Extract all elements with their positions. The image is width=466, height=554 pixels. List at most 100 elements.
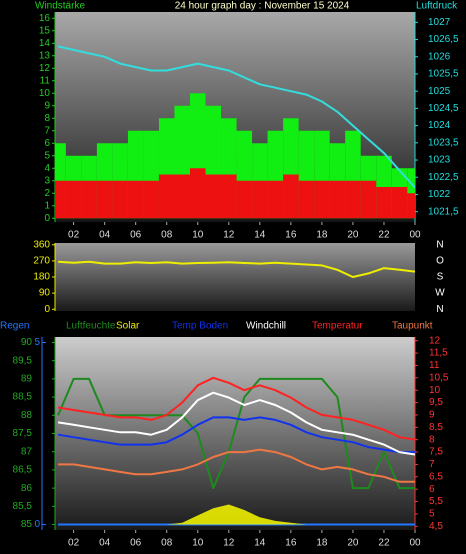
y2-tick-label: 1026,5 <box>428 34 459 45</box>
y-tick-label: 4 <box>44 163 50 174</box>
y2-tick-label: 8 <box>429 434 435 445</box>
bar <box>205 174 222 219</box>
y2-tick-label: 1025 <box>428 86 451 97</box>
y-tick-label: 86 <box>21 483 33 494</box>
line <box>57 45 415 189</box>
y-tick-label: 0 <box>44 213 50 224</box>
x-tick-label: 10 <box>192 230 204 241</box>
direction-label: N <box>436 304 443 315</box>
legend-entry: Taupunkt <box>392 321 433 332</box>
x-tick-label: 12 <box>223 230 235 241</box>
bar <box>267 180 284 219</box>
y-tick-label: 360 <box>33 239 50 250</box>
bar <box>174 174 190 219</box>
y2-tick-label: 5,5 <box>429 496 443 507</box>
x-tick-label: 20 <box>347 538 359 549</box>
y2-tick-label: 9 <box>429 410 435 421</box>
line <box>57 376 415 441</box>
bar <box>252 180 268 219</box>
y2-tick-label: 11 <box>429 360 440 371</box>
y3-tick-label: 0 <box>34 519 40 530</box>
bar <box>283 174 299 219</box>
series-group <box>58 260 415 278</box>
x-tick-label: 16 <box>285 230 297 241</box>
y-tick-label: 90 <box>21 337 33 348</box>
legend-entry: Temp Boden <box>172 321 228 332</box>
x-tick-label: 00 <box>409 538 421 549</box>
y2-tick-label: 1027 <box>428 17 451 28</box>
bar <box>221 174 237 219</box>
bar <box>55 180 66 219</box>
x-tick-label: 14 <box>254 538 266 549</box>
y-tick-label: 10 <box>39 88 51 99</box>
y-tick-label: 6 <box>44 138 50 149</box>
y-tick-label: 88 <box>21 410 33 421</box>
area <box>58 504 415 525</box>
y-tick-label: 180 <box>33 272 50 283</box>
y-tick-label: 86,5 <box>13 465 33 476</box>
bar <box>143 180 159 219</box>
y-tick-label: 7 <box>44 125 50 136</box>
bar <box>376 187 392 219</box>
direction-label: N <box>436 239 443 250</box>
bar <box>96 180 113 219</box>
y-tick-label: 13 <box>39 50 51 61</box>
line <box>57 416 415 454</box>
bar <box>360 180 377 219</box>
y-tick-label: 0 <box>44 304 50 315</box>
legend-entry: Luftfeuchte <box>66 321 116 332</box>
y3-tick-label: 5 <box>34 337 40 348</box>
y2-tick-label: 12 <box>429 335 441 346</box>
legend-entry: Solar <box>116 321 140 332</box>
y-tick-label: 12 <box>39 63 51 74</box>
y2-tick-label: 11,5 <box>429 348 448 359</box>
x-tick-label: 22 <box>378 538 390 549</box>
x-tick-label: 02 <box>68 230 80 241</box>
bar <box>345 180 361 219</box>
y2-tick-label: 1024 <box>428 120 451 131</box>
plot-area <box>55 243 415 311</box>
legend-entry: Temperatur <box>312 321 363 332</box>
y2-tick-label: 1022,5 <box>428 172 459 183</box>
bar <box>158 174 175 219</box>
direction-label: O <box>436 256 444 267</box>
direction-label: S <box>437 272 444 283</box>
line <box>57 391 415 456</box>
y2-tick-label: 1025,5 <box>428 69 459 80</box>
legend-entry: Windchill <box>246 321 286 332</box>
y2-tick-label: 9,5 <box>429 397 443 408</box>
y-tick-label: 11 <box>40 75 51 86</box>
line <box>57 377 415 490</box>
x-tick-label: 04 <box>99 538 111 549</box>
y-tick-label: 270 <box>33 256 50 267</box>
bar <box>65 180 82 219</box>
y-tick-label: 5 <box>44 150 50 161</box>
y-tick-label: 89 <box>21 374 33 385</box>
y2-tick-label: 1022 <box>428 189 451 200</box>
x-tick-label: 18 <box>316 230 328 241</box>
y-tick-label: 15 <box>39 25 51 36</box>
x-tick-label: 22 <box>378 230 390 241</box>
y-tick-label: 85,5 <box>13 501 33 512</box>
bar <box>298 180 315 219</box>
y-tick-label: 1 <box>44 200 50 211</box>
bar <box>314 180 330 219</box>
line <box>58 448 415 483</box>
y-tick-label: 90 <box>39 288 51 299</box>
series-group <box>57 376 415 526</box>
y2-tick-label: 10 <box>429 385 441 396</box>
x-tick-label: 18 <box>316 538 328 549</box>
chart-title: 24 hour graph day : November 15 2024 <box>175 1 350 12</box>
y-tick-label: 89,5 <box>13 355 33 366</box>
y2-tick-label: 1023,5 <box>428 137 459 148</box>
y2-tick-label: 1026 <box>428 51 451 62</box>
y2-tick-label: 6,5 <box>429 471 443 482</box>
x-tick-label: 08 <box>161 230 173 241</box>
direction-label: W <box>435 288 445 299</box>
x-tick-label: 02 <box>68 538 80 549</box>
x-tick-label: 10 <box>192 538 204 549</box>
y-tick-label: 14 <box>39 38 51 49</box>
y-axis-label: Windstärke <box>35 1 85 12</box>
bar <box>190 168 206 219</box>
